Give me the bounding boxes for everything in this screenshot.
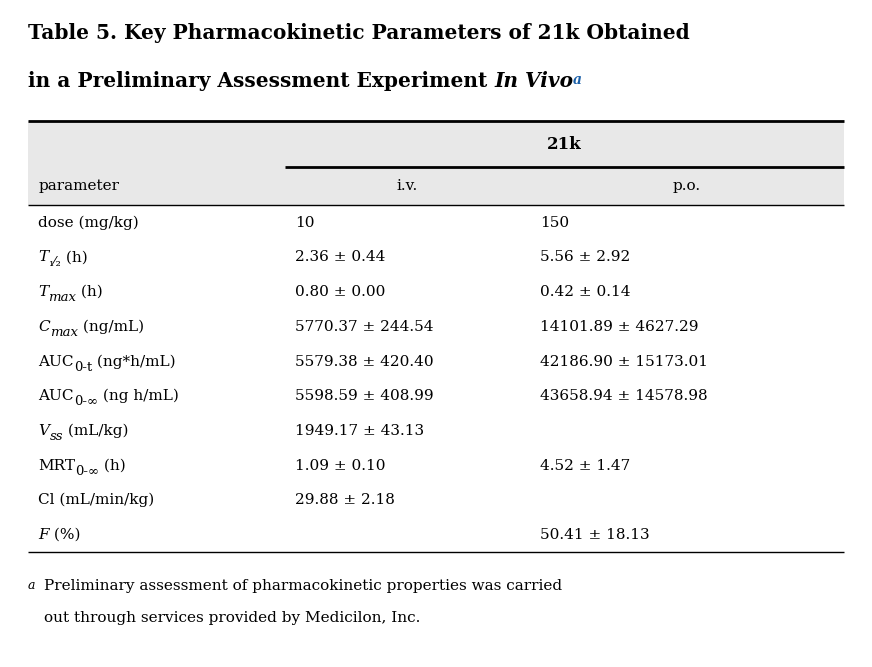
Text: max: max [49,291,77,304]
Text: 0.80 ± 0.00: 0.80 ± 0.00 [296,285,385,299]
Text: max: max [50,326,78,339]
Text: 1949.17 ± 43.13: 1949.17 ± 43.13 [296,424,425,438]
Text: 0-t: 0-t [74,361,92,374]
Text: in a Preliminary Assessment Experiment: in a Preliminary Assessment Experiment [28,71,494,91]
Text: 4.52 ± 1.47: 4.52 ± 1.47 [541,459,630,472]
Text: in a Preliminary Assessment Experiment: in a Preliminary Assessment Experiment [28,71,494,91]
Text: (mL/kg): (mL/kg) [63,424,128,438]
Text: Table 5. Key Pharmacokinetic Parameters of 21k Obtained: Table 5. Key Pharmacokinetic Parameters … [28,23,690,43]
Text: 5579.38 ± 420.40: 5579.38 ± 420.40 [296,355,434,368]
Text: 5598.59 ± 408.99: 5598.59 ± 408.99 [296,390,434,403]
Text: (ng h/mL): (ng h/mL) [98,389,179,404]
Text: T: T [38,251,49,264]
Text: Cl (mL/min/kg): Cl (mL/min/kg) [38,493,154,508]
Text: F: F [38,528,49,542]
Text: a: a [28,579,36,592]
Text: 42186.90 ± 15173.01: 42186.90 ± 15173.01 [541,355,708,368]
Text: (h): (h) [77,285,103,299]
Text: ss: ss [50,430,63,443]
Text: 5770.37 ± 244.54: 5770.37 ± 244.54 [296,320,434,334]
Bar [28,205,844,552]
Text: 14101.89 ± 4627.29: 14101.89 ± 4627.29 [541,320,698,334]
Text: 21k: 21k [547,135,582,153]
Text: parameter: parameter [38,179,119,193]
Text: AUC: AUC [38,390,74,403]
Text: 0-∞: 0-∞ [74,396,98,408]
Text: out through services provided by Medicilon, Inc.: out through services provided by Medicil… [44,611,420,625]
Text: a: a [573,73,582,87]
Text: (%): (%) [49,528,80,542]
Text: ₁⁄₂: ₁⁄₂ [49,256,61,269]
Text: (h): (h) [99,459,126,472]
Text: MRT: MRT [38,459,75,472]
Text: AUC: AUC [38,355,74,368]
Text: In Vivo: In Vivo [494,71,573,91]
Text: (ng*h/mL): (ng*h/mL) [92,354,176,369]
Bar [28,121,844,205]
Text: p.o.: p.o. [673,179,701,193]
Text: 50.41 ± 18.13: 50.41 ± 18.13 [541,528,650,542]
Text: 0.42 ± 0.14: 0.42 ± 0.14 [541,285,630,299]
Text: 29.88 ± 2.18: 29.88 ± 2.18 [296,494,395,507]
Text: 2.36 ± 0.44: 2.36 ± 0.44 [296,251,385,264]
Text: Preliminary assessment of pharmacokinetic properties was carried: Preliminary assessment of pharmacokineti… [44,579,562,593]
Text: C: C [38,320,50,334]
Text: (h): (h) [61,251,88,264]
Text: 5.56 ± 2.92: 5.56 ± 2.92 [541,251,630,264]
Text: T: T [38,285,49,299]
Text: (ng/mL): (ng/mL) [78,319,144,334]
Text: 0-∞: 0-∞ [75,465,99,478]
Text: 150: 150 [541,216,569,229]
Text: V: V [38,424,50,438]
Text: 43658.94 ± 14578.98: 43658.94 ± 14578.98 [541,390,708,403]
Text: 1.09 ± 0.10: 1.09 ± 0.10 [296,459,386,472]
Text: 10: 10 [296,216,315,229]
Text: i.v.: i.v. [397,179,418,193]
Text: dose (mg/kg): dose (mg/kg) [38,215,140,230]
Text: In Vivo: In Vivo [494,71,573,91]
